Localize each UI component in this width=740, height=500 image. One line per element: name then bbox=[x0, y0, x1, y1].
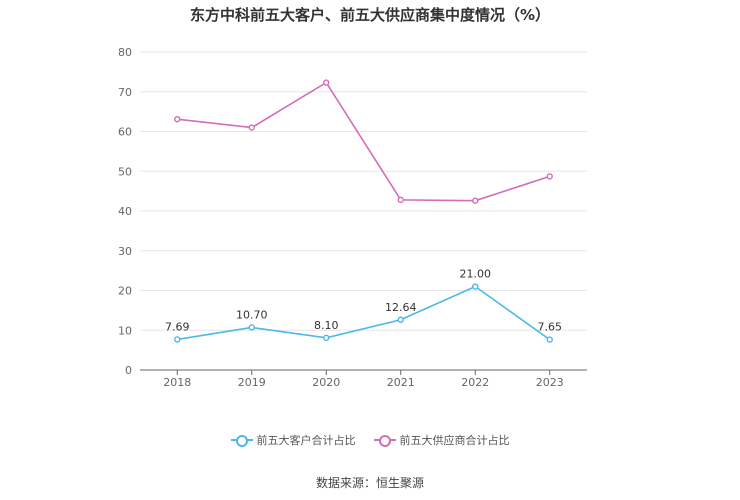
legend-marker-customers-icon bbox=[230, 434, 253, 447]
y-tick-label: 40 bbox=[118, 205, 132, 218]
series-line-1 bbox=[177, 81, 550, 202]
legend: 前五大客户合计占比 前五大供应商合计占比 bbox=[0, 432, 740, 448]
series-line-0 bbox=[177, 285, 551, 341]
data-label: 21.00 bbox=[460, 268, 492, 281]
data-point-1 bbox=[472, 197, 479, 204]
data-point-1 bbox=[248, 124, 255, 131]
data-point-0 bbox=[472, 283, 479, 290]
x-tick-label: 2023 bbox=[536, 376, 564, 389]
data-source: 数据来源：恒生聚源 bbox=[315, 476, 424, 490]
legend-marker-suppliers-icon bbox=[373, 434, 396, 447]
data-point-0 bbox=[248, 324, 255, 331]
data-label: 7.65 bbox=[538, 321, 563, 334]
data-point-0 bbox=[546, 336, 553, 343]
x-tick-label: 2020 bbox=[312, 376, 340, 389]
data-point-0 bbox=[323, 334, 330, 342]
data-label: 8.10 bbox=[314, 319, 339, 332]
data-point-0 bbox=[174, 336, 181, 343]
chart-title: 东方中科前五大客户、前五大供应商集中度情况（%） bbox=[189, 6, 551, 24]
data-point-1 bbox=[397, 196, 404, 204]
y-tick-label: 80 bbox=[118, 46, 132, 59]
data-point-1 bbox=[546, 173, 553, 180]
y-tick-label: 0 bbox=[125, 364, 132, 377]
x-tick-label: 2018 bbox=[163, 376, 191, 389]
y-tick-label: 70 bbox=[118, 86, 132, 99]
legend-label-customers: 前五大客户合计占比 bbox=[256, 434, 356, 447]
data-point-0 bbox=[397, 316, 404, 323]
data-point-1 bbox=[174, 115, 181, 123]
data-label: 12.64 bbox=[385, 301, 417, 314]
x-tick-label: 2021 bbox=[387, 376, 415, 389]
y-tick-label: 10 bbox=[118, 324, 132, 337]
data-label: 10.70 bbox=[236, 308, 268, 321]
y-tick-label: 60 bbox=[118, 126, 132, 139]
legend-item-suppliers[interactable]: 前五大供应商合计占比 bbox=[373, 432, 510, 448]
y-tick-label: 20 bbox=[118, 285, 132, 298]
legend-label-suppliers: 前五大供应商合计占比 bbox=[399, 434, 510, 447]
x-tick-label: 2019 bbox=[238, 376, 266, 389]
data-label: 7.69 bbox=[165, 320, 190, 333]
legend-item-customers[interactable]: 前五大客户合计占比 bbox=[230, 432, 356, 448]
y-tick-label: 50 bbox=[118, 165, 132, 178]
x-tick-label: 2022 bbox=[461, 376, 489, 389]
data-point-1 bbox=[323, 79, 330, 86]
y-tick-label: 30 bbox=[118, 245, 132, 258]
